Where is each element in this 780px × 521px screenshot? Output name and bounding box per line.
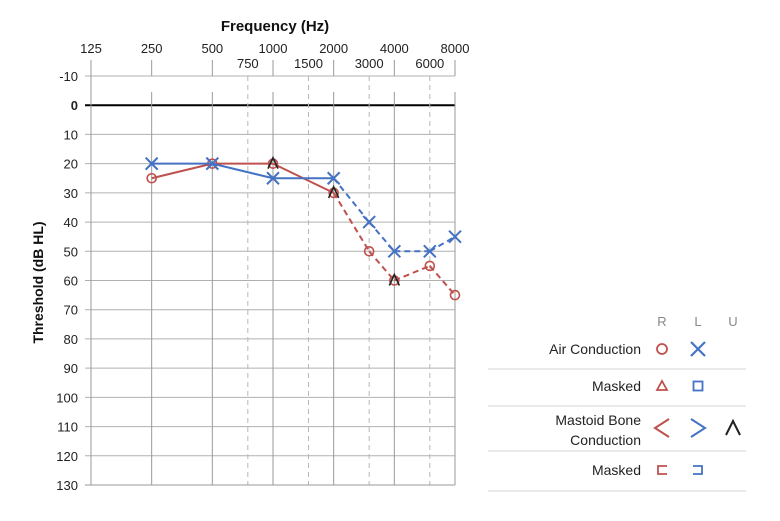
data-point	[423, 244, 437, 258]
y-tick-label: 100	[56, 390, 78, 405]
legend-symbol-greater-than	[690, 418, 707, 438]
data-point	[388, 272, 401, 286]
x-major-tick-label: 1000	[259, 41, 288, 56]
series-segment	[429, 235, 456, 253]
chart-title: Frequency (Hz)	[221, 18, 329, 35]
y-tick-label: 0	[71, 98, 78, 113]
y-tick-label: 120	[56, 449, 78, 464]
legend-row-label: Air Conduction	[549, 341, 641, 357]
x-minor-tick-label: 1500	[294, 56, 323, 71]
x-major-tick-label: 8000	[441, 41, 470, 56]
y-tick-label: 10	[64, 127, 78, 142]
x-major-tick-label: 2000	[319, 41, 348, 56]
y-tick-label: 110	[57, 420, 78, 435]
legend-row-label-line2: Conduction	[570, 432, 641, 448]
x-minor-tick-label: 750	[237, 56, 259, 71]
y-tick-label: 20	[64, 157, 78, 172]
legend-symbol-square	[692, 380, 704, 392]
legend-header: R	[657, 314, 666, 329]
x-major-tick-label: 125	[80, 41, 102, 56]
x-minor-tick-label: 6000	[415, 56, 444, 71]
data-point	[449, 289, 461, 301]
data-point	[327, 184, 340, 199]
y-tick-label: 70	[64, 303, 78, 318]
data-point	[362, 215, 376, 229]
legend-symbol-circle	[656, 343, 668, 355]
x-major-tick-label: 4000	[380, 41, 409, 56]
series-segment	[151, 162, 213, 180]
data-point	[387, 244, 402, 258]
y-tick-label: 90	[64, 361, 78, 376]
legend-symbol-caret	[725, 418, 741, 436]
data-point	[448, 229, 462, 244]
data-point	[363, 245, 375, 257]
series-segment	[429, 265, 456, 296]
data-point	[326, 171, 341, 185]
legend-row-label: Masked	[592, 378, 641, 394]
legend-header: U	[728, 314, 737, 329]
data-point	[144, 156, 159, 171]
x-minor-tick-label: 3000	[355, 56, 384, 71]
y-tick-label: -10	[59, 69, 78, 84]
y-axis-label: Threshold (dB HL)	[30, 221, 46, 343]
y-tick-label: 40	[64, 215, 78, 230]
legend-symbol-less-than	[653, 418, 670, 438]
y-tick-label: 30	[64, 186, 78, 201]
series-unmasked-bone-mastoid-bone-conduction	[267, 155, 401, 286]
y-tick-label: 50	[64, 244, 78, 259]
legend-header: L	[694, 314, 701, 329]
legend-symbol-triangle	[655, 379, 669, 391]
series-segment	[212, 162, 274, 180]
data-point	[205, 156, 220, 171]
y-tick-label: 80	[64, 332, 78, 347]
legend-symbol-bracket-right	[693, 465, 703, 475]
y-tick-label: 60	[64, 274, 78, 289]
legend-symbol-cross	[690, 341, 706, 357]
x-major-tick-label: 250	[141, 41, 163, 56]
y-tick-label: 130	[56, 478, 78, 493]
series-segment	[332, 192, 371, 252]
legend-row-label: Mastoid Bone	[555, 412, 641, 428]
legend-row-label: Masked	[592, 462, 641, 478]
data-point	[146, 172, 157, 184]
series-segment	[368, 250, 396, 282]
series-left-air-conduction	[144, 156, 462, 258]
data-point	[424, 260, 436, 272]
data-point	[266, 171, 280, 185]
series-segment	[393, 264, 431, 282]
legend-symbol-bracket-left	[657, 465, 667, 475]
data-point	[267, 155, 279, 169]
x-major-tick-label: 500	[201, 41, 223, 56]
